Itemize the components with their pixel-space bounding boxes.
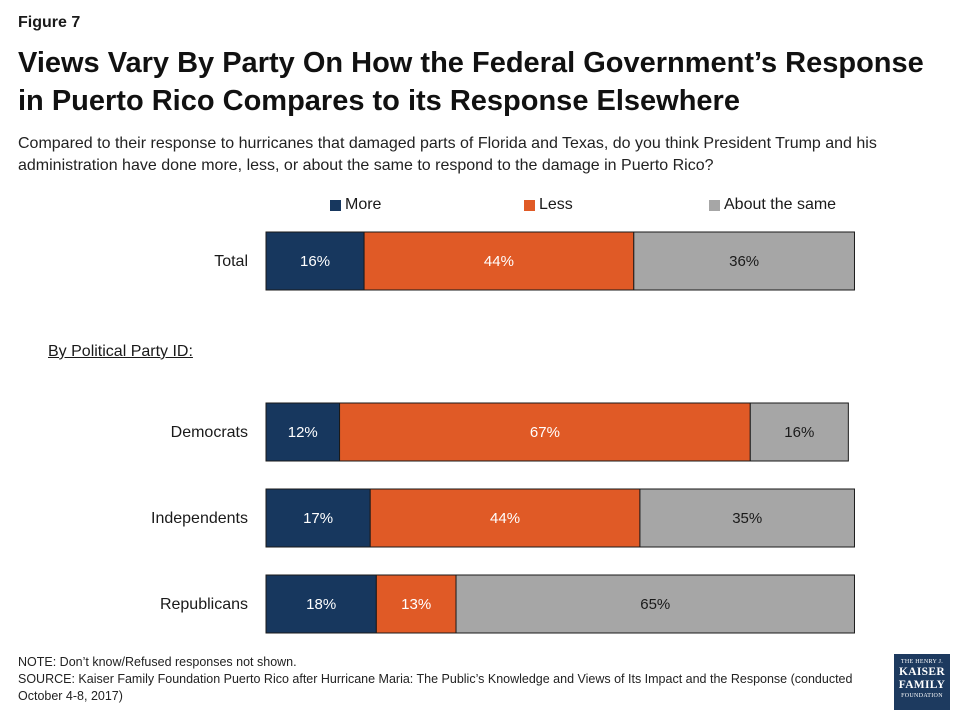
bar-republicans-less (375, 574, 457, 634)
legend-label-less: Less (539, 196, 573, 213)
bar-independents-more (265, 488, 371, 548)
logo-line-2: KAISER (899, 666, 945, 678)
legend-swatch-less (524, 199, 535, 211)
legend-item-about-the-same: About the same (709, 196, 836, 214)
category-label-republicans: Republicans (160, 596, 248, 613)
bar-democrats-more (265, 402, 341, 462)
legend-label-about-the-same: About the same (724, 196, 837, 213)
bar-total-about-the-same (633, 231, 855, 291)
legend-item-less: Less (524, 196, 573, 214)
data-label-democrats-less: 67% (530, 424, 560, 441)
logo-line-4: FOUNDATION (901, 693, 943, 699)
data-label-independents-more: 17% (303, 510, 333, 527)
legend-swatch-about-the-same (709, 199, 720, 211)
data-label-total-about-the-same: 36% (729, 253, 759, 270)
logo-line-1: THE HENRY J. (900, 659, 944, 665)
chart-subtitle: Compared to their response to hurricanes… (18, 135, 877, 174)
figure-label: Figure 7 (18, 14, 81, 31)
data-label-total-less: 44% (484, 253, 514, 270)
bar-republicans-about-the-same (455, 574, 855, 634)
data-label-independents-less: 44% (490, 510, 520, 527)
bar-democrats-about-the-same (749, 402, 849, 462)
data-label-democrats-about-the-same: 16% (784, 424, 814, 441)
legend-label-more: More (345, 196, 382, 213)
category-label-democrats: Democrats (171, 424, 248, 441)
legend-item-more: More (330, 196, 381, 214)
logo-line-3: FAMILY (898, 679, 946, 691)
kff-logo: THE HENRY J. KAISER FAMILY FOUNDATION (894, 654, 950, 710)
bar-total-less (363, 231, 635, 291)
data-label-democrats-more: 12% (288, 424, 318, 441)
data-label-total-more: 16% (300, 253, 330, 270)
legend-swatch-more (330, 199, 341, 211)
data-label-republicans-less: 13% (401, 596, 431, 613)
bar-independents-less (369, 488, 641, 548)
chart-title: Views Vary By Party On How the Federal G… (18, 47, 924, 117)
category-label-independents: Independents (151, 510, 248, 527)
data-label-republicans-more: 18% (306, 596, 336, 613)
data-label-independents-about-the-same: 35% (732, 510, 762, 527)
category-label-total: Total (214, 253, 248, 270)
party-group-label: By Political Party ID: (48, 343, 193, 360)
note-text: NOTE: Don’t know/Refused responses not s… (18, 655, 297, 669)
data-label-republicans-about-the-same: 65% (640, 596, 670, 613)
bar-democrats-less (339, 402, 751, 462)
chart-note: NOTE: Don’t know/Refused responses not s… (18, 654, 878, 705)
bar-independents-about-the-same (639, 488, 855, 548)
bar-republicans-more (265, 574, 377, 634)
bar-total-more (265, 231, 365, 291)
source-text: SOURCE: Kaiser Family Foundation Puerto … (18, 672, 853, 703)
